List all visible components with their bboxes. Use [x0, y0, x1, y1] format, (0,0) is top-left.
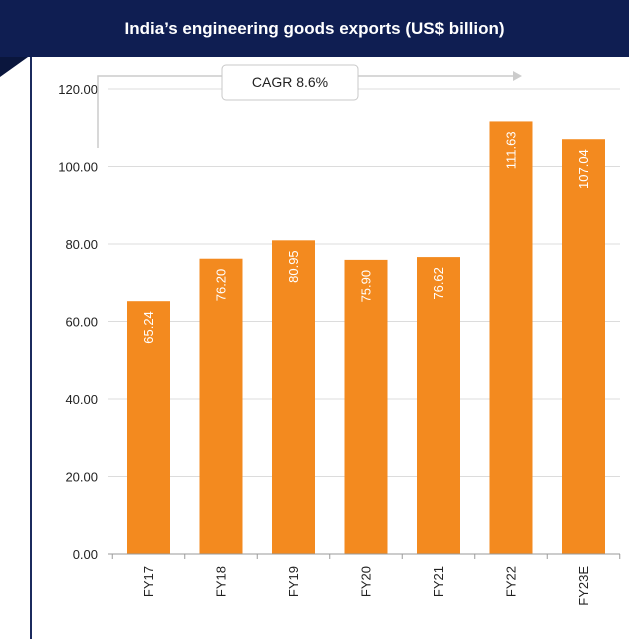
- x-category-label: FY22: [504, 566, 519, 597]
- y-tick-label: 40.00: [65, 392, 98, 407]
- y-tick-label: 100.00: [58, 160, 98, 175]
- bar-value-label: 107.04: [576, 149, 591, 189]
- cagr-box: [221, 64, 359, 101]
- y-tick-label: 80.00: [65, 237, 98, 252]
- bar-value-label: 75.90: [359, 270, 374, 303]
- x-category-label: FY23E: [576, 566, 591, 606]
- cagr-arrow-head: [513, 71, 522, 81]
- header-fold-decoration: [0, 57, 28, 77]
- bar: [199, 258, 243, 554]
- y-tick-label: 60.00: [65, 315, 98, 330]
- chart-title: India’s engineering goods exports (US$ b…: [124, 18, 505, 38]
- cagr-annotation: CAGR 8.6%: [97, 64, 522, 148]
- x-category-label: FY21: [431, 566, 446, 597]
- bar: [344, 259, 388, 554]
- bar: [127, 301, 170, 554]
- cagr-arrow-line: [97, 75, 515, 148]
- bar: [417, 257, 460, 554]
- bar-value-label: 65.24: [141, 311, 156, 344]
- cagr-label: CAGR 8.6%: [252, 74, 328, 90]
- bar: [562, 139, 605, 554]
- bars: 65.24 76.20 80.95 75.90 76.62 111.63 107.04: [127, 121, 605, 554]
- y-tick-label: 20.00: [65, 470, 98, 485]
- x-axis: FY17 FY18 FY19 FY20 FY21 FY22 FY23E: [108, 553, 621, 606]
- x-category-label: FY18: [214, 566, 229, 597]
- bar-value-label: 76.20: [214, 269, 229, 302]
- bar-value-label: 111.63: [504, 131, 519, 169]
- grid-lines: [108, 88, 620, 477]
- x-category-label: FY19: [286, 566, 301, 597]
- y-tick-label: 120.00: [58, 82, 98, 97]
- chart-header: India’s engineering goods exports (US$ b…: [0, 0, 629, 57]
- left-border-rule: [30, 57, 32, 639]
- bar: [272, 240, 315, 554]
- bar-value-label: 80.95: [286, 250, 301, 283]
- bar-value-label: 76.62: [431, 267, 446, 300]
- y-axis: 0.00 20.00 40.00 60.00 80.00 100.00 120.00: [58, 82, 98, 562]
- x-category-label: FY20: [359, 566, 374, 597]
- y-tick-label: 0.00: [73, 547, 98, 562]
- x-category-label: FY17: [141, 566, 156, 597]
- bar: [489, 121, 533, 554]
